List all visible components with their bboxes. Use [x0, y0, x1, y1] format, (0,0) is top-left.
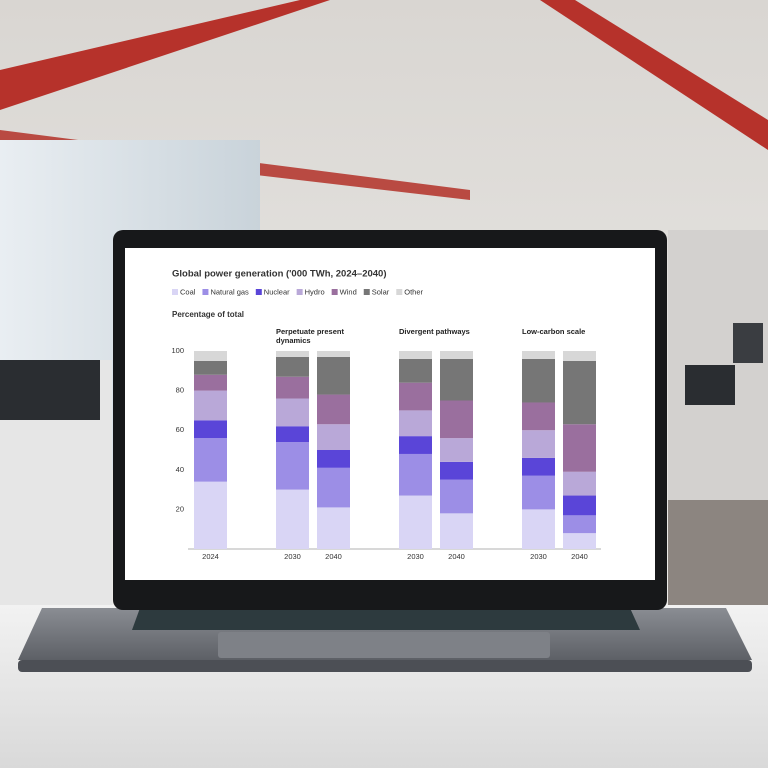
legend-label: Natural gas	[210, 287, 249, 296]
bar-segment	[194, 390, 227, 421]
floor	[668, 500, 768, 610]
bar-segment	[522, 430, 555, 458]
bar-segment	[276, 489, 309, 549]
group-label: Divergent pathways	[399, 327, 470, 336]
legend-swatch	[172, 289, 178, 295]
y-axis-label: Percentage of total	[172, 310, 244, 319]
monitor	[0, 360, 100, 420]
bar-segment	[399, 382, 432, 411]
bar-segment	[522, 358, 555, 403]
bar-segment	[317, 351, 350, 357]
x-tick-label: 2040	[448, 552, 465, 561]
bar-segment	[563, 533, 596, 549]
bar-segment	[276, 398, 309, 427]
bar-segment	[440, 461, 473, 480]
legend-label: Hydro	[305, 287, 325, 296]
x-tick-label: 2024	[202, 552, 219, 561]
x-tick-label: 2040	[325, 552, 342, 561]
red-beam	[0, 0, 330, 110]
bar-segment	[194, 351, 227, 361]
bar-segment	[194, 374, 227, 391]
red-beam	[540, 0, 768, 150]
bar-segment	[522, 509, 555, 549]
bar-segment	[194, 360, 227, 375]
bar-segment	[522, 475, 555, 510]
trackpad	[218, 632, 550, 658]
group-label-box: Perpetuate present dynamics	[276, 327, 344, 345]
bar-segment	[194, 438, 227, 482]
bar-segment	[440, 400, 473, 439]
bar-segment	[440, 351, 473, 359]
bar-segment	[399, 410, 432, 437]
legend-swatch	[296, 289, 303, 295]
bar-segment	[317, 467, 350, 508]
y-tick-label: 100	[171, 346, 184, 355]
y-tick-label: 60	[176, 425, 184, 434]
keyboard	[132, 608, 640, 630]
legend-swatch	[396, 289, 403, 295]
bar-segment	[440, 513, 473, 549]
bar-segment	[317, 424, 350, 450]
bar-segment	[317, 450, 350, 468]
bar-segment	[194, 481, 227, 549]
bar-segment	[440, 479, 473, 514]
bar-segment	[563, 471, 596, 496]
bar-segment	[522, 402, 555, 431]
bar-segment	[563, 360, 596, 425]
bar-segment	[563, 495, 596, 516]
bar-segment	[276, 356, 309, 377]
legend-swatch	[363, 289, 370, 295]
y-tick-label: 40	[176, 465, 184, 474]
group-label-box: Low-carbon scale	[522, 327, 586, 336]
legend-swatch	[255, 289, 262, 295]
legend-swatch	[331, 289, 338, 295]
bar-segment	[522, 351, 555, 359]
group-label: Perpetuate present dynamics	[276, 327, 344, 345]
legend-label: Coal	[180, 287, 196, 296]
legend-label: Solar	[372, 287, 390, 296]
x-tick-label: 2030	[284, 552, 301, 561]
bar-segment	[440, 358, 473, 401]
monitor	[733, 323, 763, 363]
x-tick-label: 2040	[571, 552, 588, 561]
bar-segment	[563, 424, 596, 472]
bar-segment	[194, 420, 227, 439]
bar-segment	[440, 438, 473, 462]
x-tick-label: 2030	[407, 552, 424, 561]
bar-segment	[317, 356, 350, 395]
bar-segment	[563, 515, 596, 534]
group-label-box: Divergent pathways	[399, 327, 470, 336]
bar-segment	[276, 376, 309, 399]
bar-segment	[276, 442, 309, 490]
x-tick-label: 2030	[530, 552, 547, 561]
bar-segment	[399, 453, 432, 496]
chart-title: Global power generation ('000 TWh, 2024–…	[172, 269, 387, 280]
group-label: Low-carbon scale	[522, 327, 586, 336]
legend-swatch	[202, 289, 209, 295]
bar-segment	[399, 495, 432, 549]
monitor	[685, 365, 735, 405]
legend-label: Wind	[340, 287, 357, 296]
laptop-edge	[18, 660, 752, 672]
bar-segment	[317, 507, 350, 549]
bar-segment	[317, 394, 350, 425]
bar-segment	[399, 436, 432, 454]
bar-segment	[522, 457, 555, 476]
legend-label: Other	[404, 287, 423, 296]
bar-segment	[563, 351, 596, 361]
bar-segment	[276, 351, 309, 357]
legend-label: Nuclear	[264, 287, 290, 296]
bar-segment	[276, 426, 309, 443]
bar-segment	[399, 358, 432, 383]
bar-segment	[399, 351, 432, 359]
y-tick-label: 20	[176, 504, 184, 513]
y-tick-label: 80	[176, 386, 184, 395]
